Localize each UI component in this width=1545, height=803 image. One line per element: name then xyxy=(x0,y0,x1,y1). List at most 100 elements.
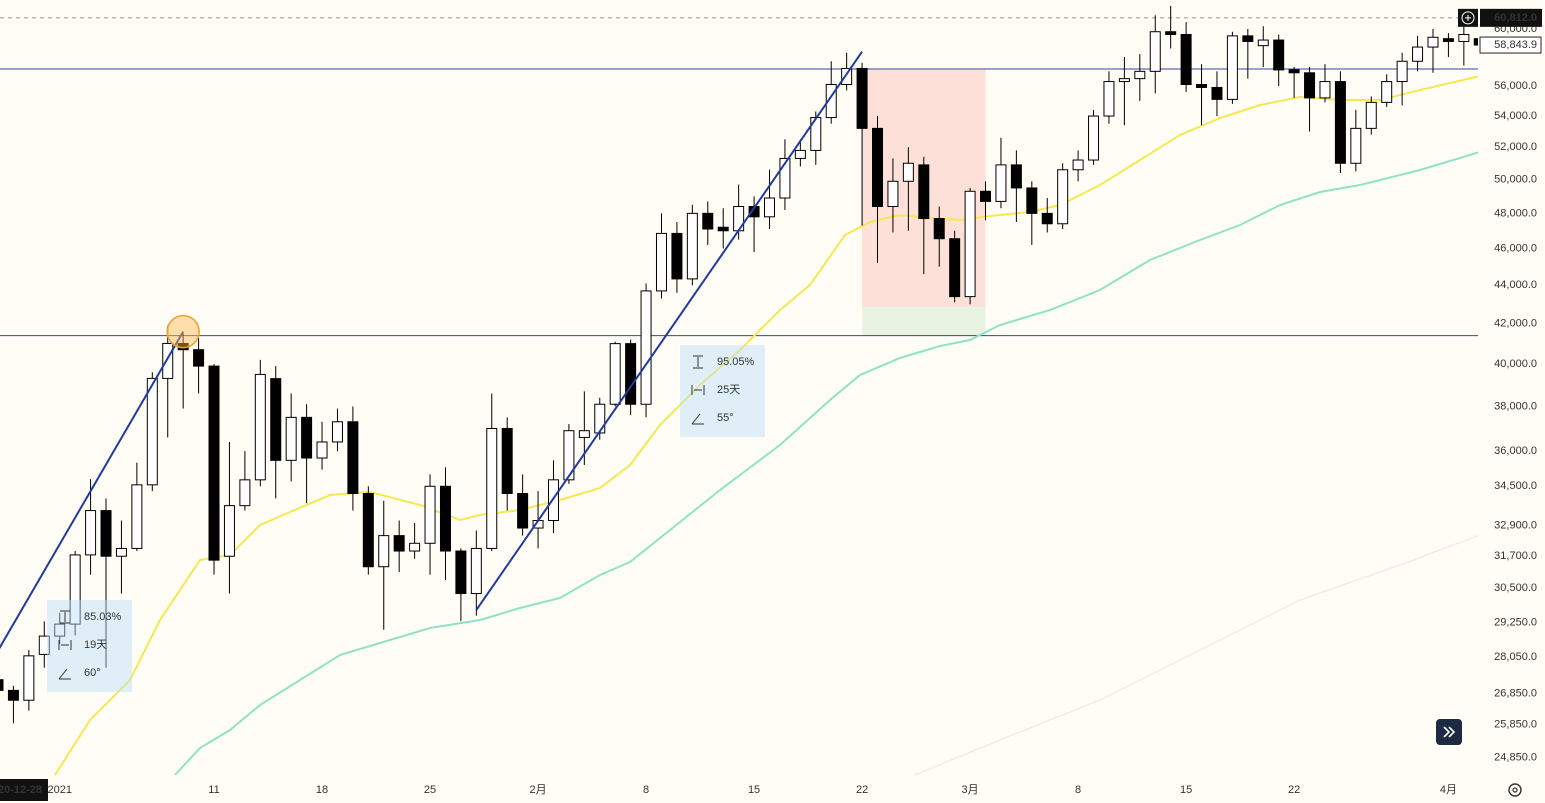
y-tick-label: 40,000.0 xyxy=(1494,358,1537,370)
candle-body xyxy=(1211,86,1223,100)
x-tick-label: 2021 xyxy=(47,784,71,796)
gear-icon[interactable] xyxy=(1508,783,1522,797)
y-tick-label: 32,900.0 xyxy=(1494,519,1537,531)
candle-body xyxy=(764,197,775,218)
candle-body xyxy=(0,679,4,691)
stats-bars: 25天 xyxy=(717,384,740,396)
axes: 60,000.056,000.054,000.052,000.050,000.0… xyxy=(0,8,1542,801)
candle-body xyxy=(1180,33,1192,86)
candle-body xyxy=(547,479,559,522)
x-tick-label: 22 xyxy=(1288,784,1300,796)
candle-body xyxy=(85,510,97,556)
candle-body xyxy=(609,343,621,405)
candle-body xyxy=(362,492,374,568)
y-tick-label: 50,000.0 xyxy=(1494,174,1537,186)
candle-body xyxy=(501,427,513,494)
stats-change: 85.03% xyxy=(84,611,122,623)
stats-icon xyxy=(693,355,703,369)
candle-body xyxy=(887,180,899,208)
candle-body xyxy=(1134,70,1146,80)
candle-body xyxy=(347,421,359,494)
stats-bars: 19天 xyxy=(84,639,107,651)
candle-body xyxy=(517,492,529,529)
stats-icon xyxy=(60,610,70,624)
stats-angle: 55° xyxy=(717,412,734,424)
candle-body xyxy=(964,190,976,298)
plus-icon[interactable] xyxy=(1461,11,1475,25)
candle-body xyxy=(7,689,19,701)
candle-body xyxy=(100,510,112,557)
candle-body xyxy=(409,542,421,552)
x-tick-label: 25 xyxy=(424,784,436,796)
y-tick-label: 25,850.0 xyxy=(1494,719,1537,731)
chevron-icon[interactable] xyxy=(1443,726,1456,738)
candle-body xyxy=(1242,35,1254,42)
candle-body xyxy=(1350,127,1362,164)
candle-body xyxy=(69,554,81,625)
candle-body xyxy=(1473,38,1478,46)
scroll-button[interactable] xyxy=(1436,719,1462,745)
drawings: 85.03% 19天 60° 95.05% 25天 55° xyxy=(0,51,863,692)
trend-line xyxy=(0,331,185,650)
candle-body xyxy=(223,505,235,557)
stats-box: 85.03% 19天 60° xyxy=(47,600,132,692)
candle-body xyxy=(655,232,667,292)
point-marker xyxy=(166,314,200,349)
candle-body xyxy=(254,373,266,481)
candle-body xyxy=(1257,39,1269,47)
plus-icon[interactable] xyxy=(1465,14,1471,21)
candle-body xyxy=(1319,81,1331,99)
stats-icon xyxy=(58,640,72,650)
x-tick-label: 3月 xyxy=(962,784,979,796)
stats-icon xyxy=(691,413,704,425)
candle-body xyxy=(1165,31,1177,35)
candle-body xyxy=(1442,38,1454,42)
y-tick-label: 44,000.0 xyxy=(1494,279,1537,291)
add-alert-button[interactable] xyxy=(1458,8,1478,27)
candle-body xyxy=(393,535,405,552)
candle-body xyxy=(1226,35,1238,100)
x-tick-label: 15 xyxy=(748,784,760,796)
candle-body xyxy=(1427,36,1439,48)
candle-body xyxy=(717,226,729,232)
x-tick-label: 4月 xyxy=(1440,784,1457,796)
candle-body xyxy=(331,421,343,443)
candle-body xyxy=(640,290,652,405)
candle-body xyxy=(686,212,698,280)
crosshair-price-label: 60,812.0 xyxy=(1494,12,1537,24)
y-tick-label: 46,000.0 xyxy=(1494,242,1537,254)
candle-body xyxy=(1118,78,1130,83)
candle-body xyxy=(439,485,451,552)
y-tick-label: 52,000.0 xyxy=(1494,141,1537,153)
candle-body xyxy=(918,164,930,220)
y-tick-label: 36,000.0 xyxy=(1494,445,1537,457)
y-tick-label: 56,000.0 xyxy=(1494,80,1537,92)
candle-body xyxy=(1010,164,1022,189)
candle-body xyxy=(1196,84,1208,88)
candle-body xyxy=(1057,169,1069,225)
candle-body xyxy=(1334,81,1346,164)
candle-body xyxy=(733,206,745,232)
candle-body xyxy=(470,547,482,595)
candle-body xyxy=(285,416,297,461)
candle-body xyxy=(625,343,637,405)
x-tick-label: 2月 xyxy=(529,784,546,796)
candle-body xyxy=(301,416,313,459)
candle-body xyxy=(1149,31,1161,72)
settings-button[interactable] xyxy=(1508,783,1522,797)
y-tick-label: 42,000.0 xyxy=(1494,318,1537,330)
candle-body xyxy=(671,232,683,280)
x-tick-label: 15 xyxy=(1180,784,1192,796)
candle-body xyxy=(193,349,205,367)
x-tick-label: 18 xyxy=(316,784,328,796)
stats-angle: 60° xyxy=(84,667,101,679)
candle-body xyxy=(1273,39,1285,71)
gear-hub[interactable] xyxy=(1512,787,1518,793)
crosshair-price-bg xyxy=(1480,8,1542,27)
y-tick-label: 24,850.0 xyxy=(1494,751,1537,763)
candle-body xyxy=(1412,46,1424,62)
candle-body xyxy=(38,635,50,655)
candle-body xyxy=(455,550,467,595)
